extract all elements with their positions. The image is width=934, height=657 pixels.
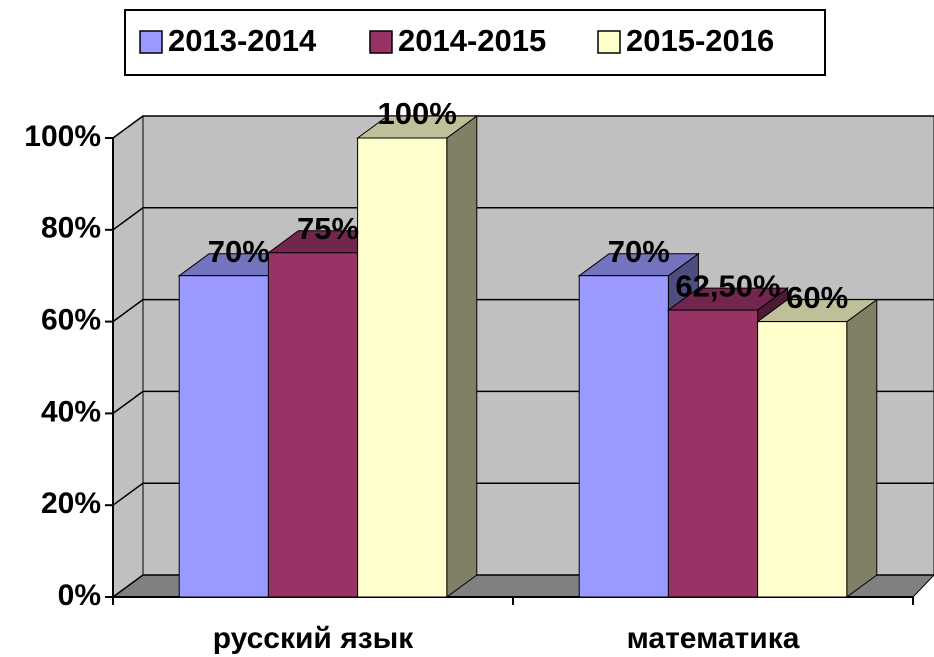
data-label: 75%: [297, 211, 359, 246]
legend-label: 2013-2014: [168, 23, 317, 58]
grid-line: [112, 115, 934, 139]
bar: [757, 321, 848, 598]
y-tick-label: 0%: [58, 579, 101, 612]
y-tick-label: 80%: [41, 212, 101, 245]
y-tick-label: 20%: [41, 487, 101, 520]
data-label: 70%: [608, 234, 670, 269]
legend-box: [124, 9, 826, 76]
data-label: 70%: [208, 234, 270, 269]
bar: [267, 252, 359, 598]
y-tick-label: 40%: [41, 395, 101, 428]
legend-label: 2014-2015: [398, 23, 546, 58]
legend-swatch: [139, 30, 163, 54]
y-tick-label: 60%: [41, 304, 101, 337]
data-label: 62,50%: [675, 268, 780, 303]
bar: [357, 137, 448, 598]
bar: [578, 275, 669, 598]
legend-swatch: [369, 30, 393, 54]
data-label: 60%: [786, 280, 848, 315]
bar: [667, 309, 759, 598]
bar-side: [446, 115, 478, 598]
y-tick-label: 100%: [24, 120, 101, 153]
x-tick-label: русский язык: [213, 622, 415, 655]
grid-line: [112, 207, 934, 231]
data-label: 100%: [378, 96, 457, 131]
legend-label: 2015-2016: [626, 23, 774, 58]
bar: [178, 275, 269, 598]
side-wall: [112, 115, 144, 598]
legend-swatch: [597, 30, 621, 54]
x-tick-label: математика: [627, 622, 800, 655]
bar-side: [846, 298, 878, 598]
